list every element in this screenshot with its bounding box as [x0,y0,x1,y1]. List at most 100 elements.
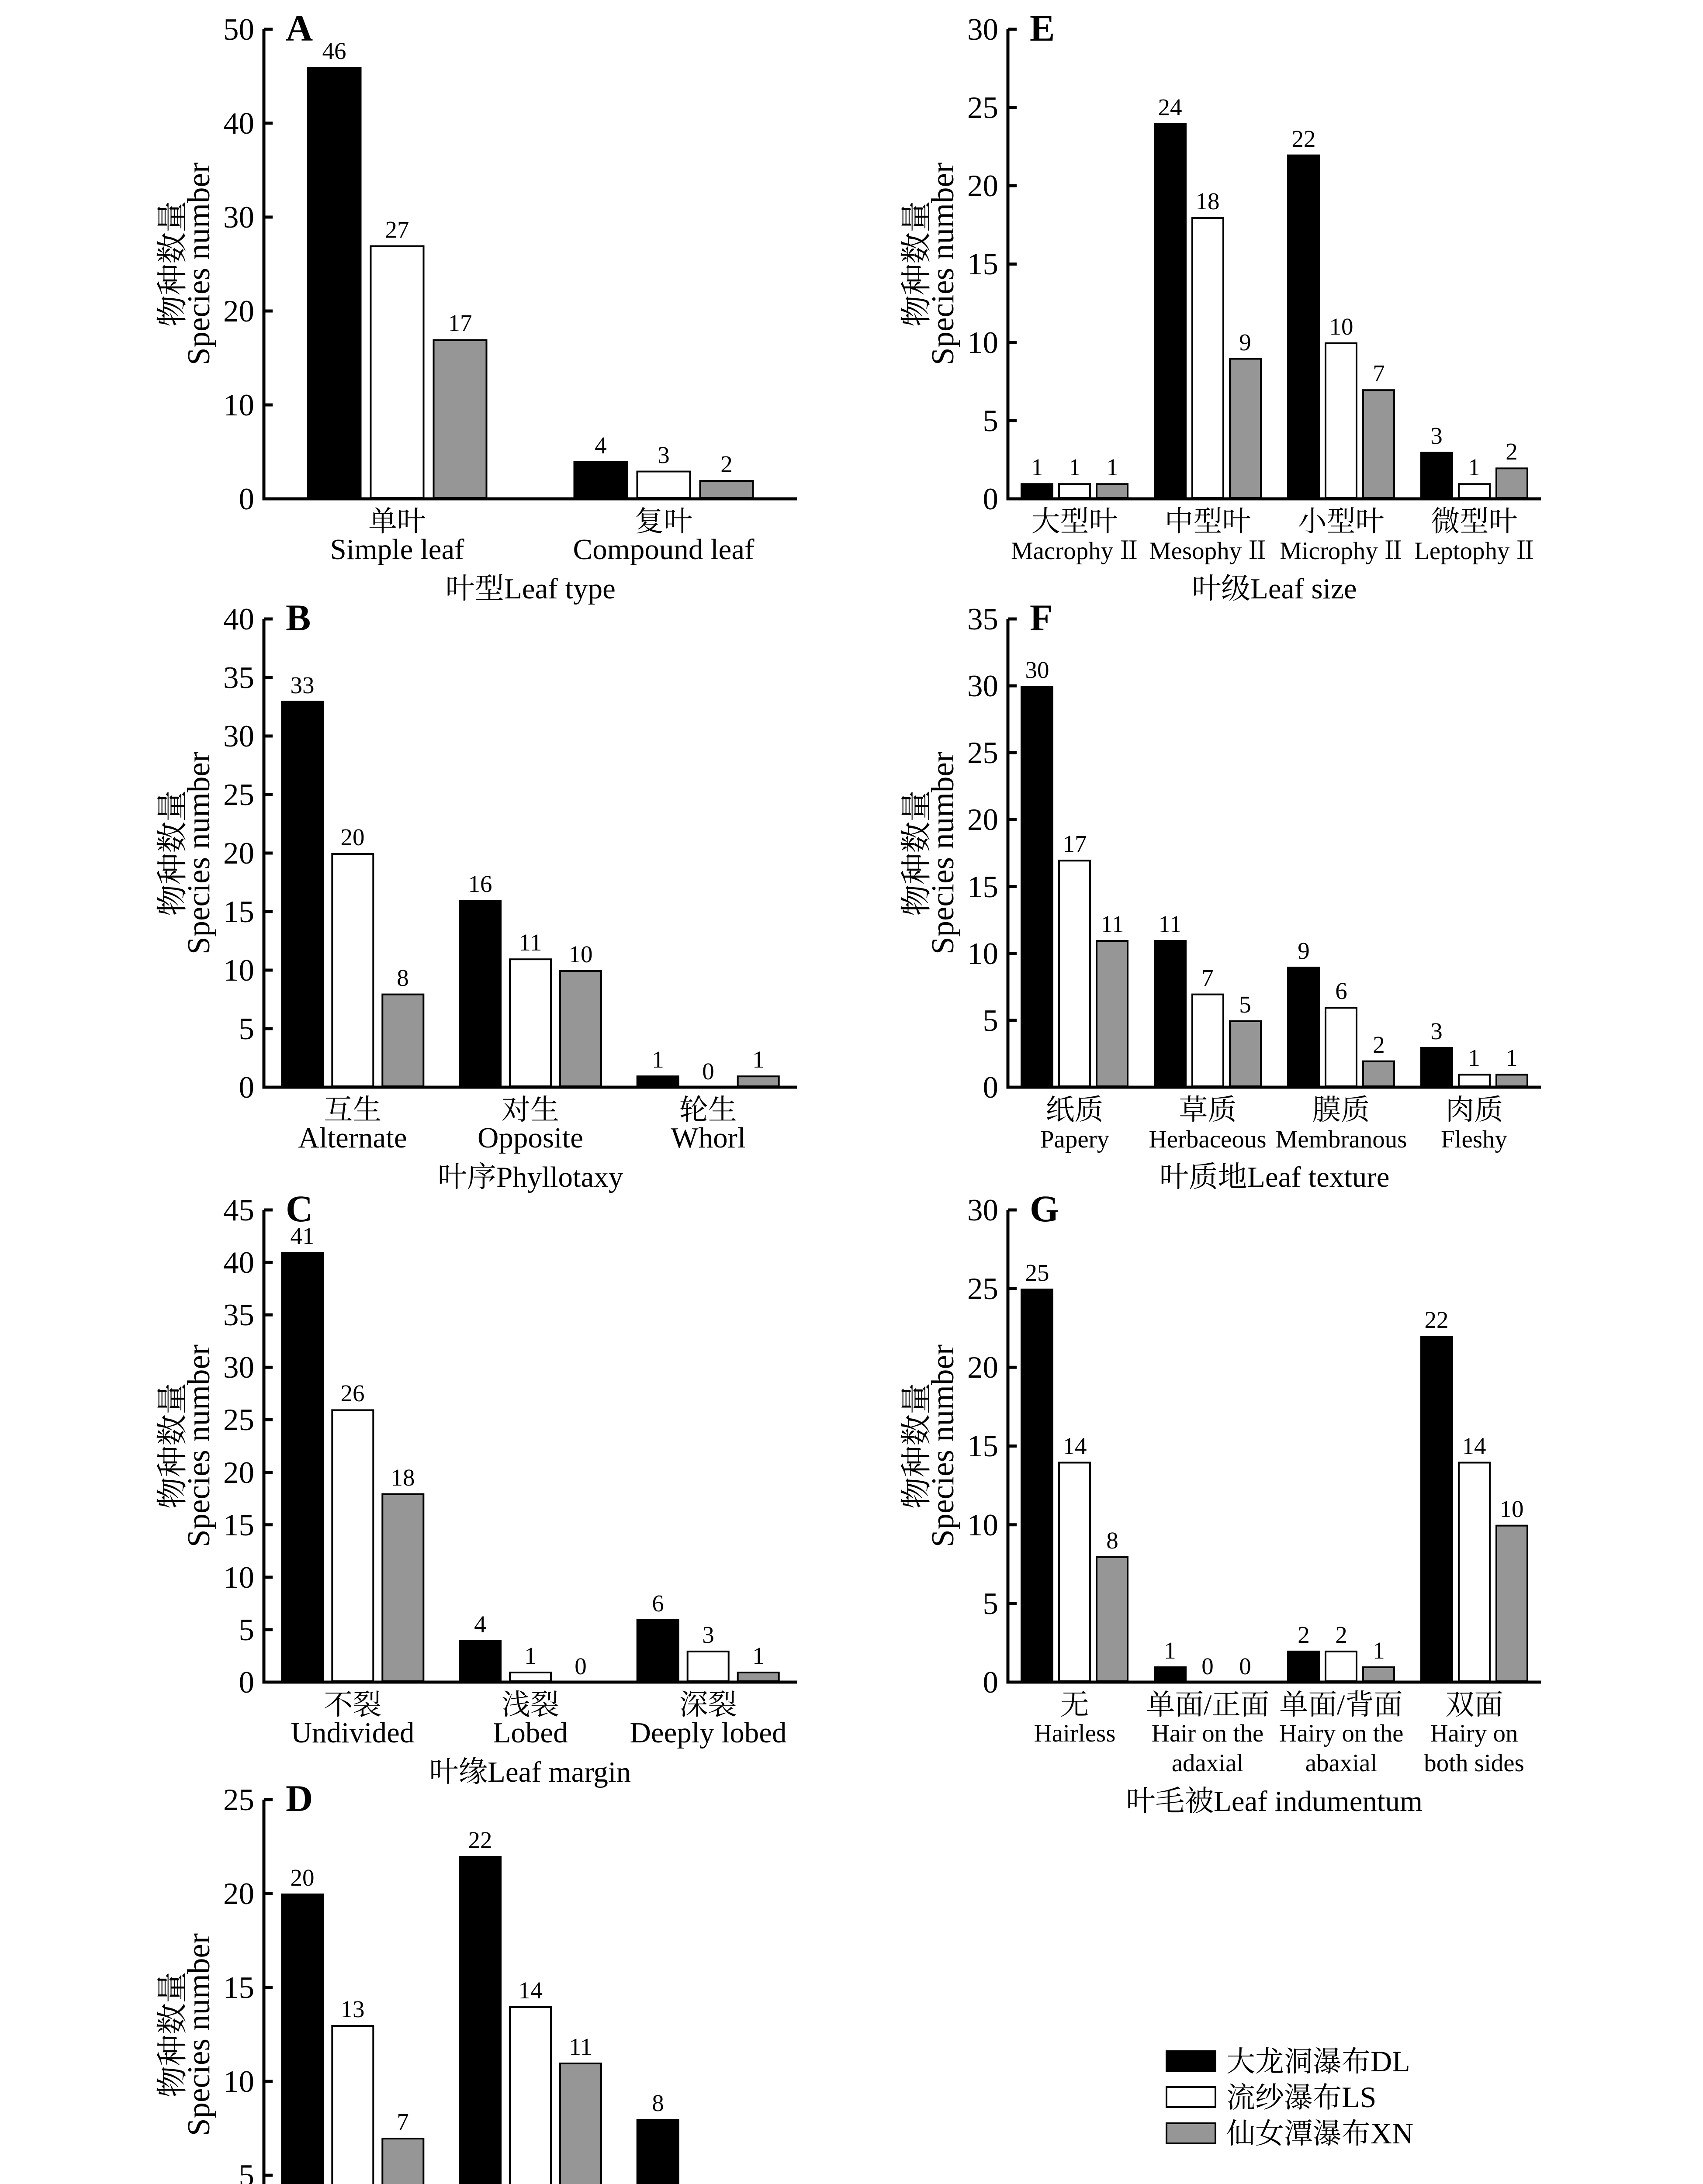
svg-text:Deeply lobed: Deeply lobed [630,1717,786,1749]
svg-text:20: 20 [291,1864,315,1891]
svg-text:45: 45 [223,1193,254,1227]
svg-text:20: 20 [223,294,254,328]
svg-text:15: 15 [223,895,254,929]
svg-text:22: 22 [468,1827,492,1853]
svg-text:35: 35 [967,602,998,636]
svg-text:3: 3 [1430,422,1443,449]
svg-text:25: 25 [223,1403,254,1437]
svg-text:Herbaceous: Herbaceous [1149,1126,1266,1153]
svg-text:7: 7 [1373,360,1385,387]
svg-text:8: 8 [1106,1527,1118,1554]
svg-text:2: 2 [1335,1621,1347,1648]
svg-text:XN: XN [1371,2117,1413,2150]
svg-text:30: 30 [223,200,254,235]
svg-text:25: 25 [967,1272,998,1306]
svg-text:10: 10 [569,941,593,968]
svg-text:20: 20 [223,836,254,871]
svg-text:13: 13 [341,1996,365,2022]
svg-text:Fleshy: Fleshy [1441,1126,1508,1153]
svg-text:5: 5 [983,1587,999,1621]
svg-text:Species number: Species number [925,162,960,365]
svg-text:3: 3 [702,1621,714,1648]
svg-text:5: 5 [983,1004,999,1038]
svg-text:40: 40 [223,107,254,141]
svg-text:11: 11 [1159,911,1182,937]
svg-text:Leptophy: Leptophy [1414,537,1516,565]
svg-text:26: 26 [341,1380,365,1406]
svg-text:27: 27 [385,216,409,243]
svg-text:Species number: Species number [181,752,216,954]
svg-text:B: B [286,597,311,639]
svg-text:10: 10 [223,954,254,988]
svg-text:4: 4 [474,1611,486,1638]
svg-text:Hairy on the: Hairy on the [1279,1720,1404,1747]
svg-text:30: 30 [967,13,998,47]
svg-text:30: 30 [967,669,998,703]
svg-text:33: 33 [291,672,315,698]
svg-text:0: 0 [239,1666,255,1700]
svg-text:6: 6 [1335,978,1347,1004]
svg-text:2: 2 [1506,438,1518,465]
svg-text:10: 10 [1329,313,1353,340]
svg-text:Leaf texture: Leaf texture [1247,1161,1389,1193]
svg-text:17: 17 [448,310,472,336]
svg-text:E: E [1030,7,1055,49]
svg-text:3: 3 [1430,1018,1443,1044]
svg-text:5: 5 [239,1613,255,1647]
svg-text:14: 14 [519,1977,543,2004]
svg-text:25: 25 [967,91,998,125]
svg-text:Species number: Species number [925,752,960,954]
svg-text:1: 1 [652,1046,664,1073]
svg-text:15: 15 [967,247,998,281]
svg-text:0: 0 [983,1071,999,1105]
svg-text:15: 15 [223,1508,254,1542]
svg-text:30: 30 [967,1193,998,1227]
svg-text:20: 20 [223,1877,254,1911]
svg-text:10: 10 [967,326,998,360]
svg-text:0: 0 [1239,1653,1251,1679]
svg-text:0: 0 [983,482,999,516]
svg-text:18: 18 [1196,188,1220,214]
svg-text:Undivided: Undivided [291,1717,415,1749]
svg-text:Lobed: Lobed [493,1717,568,1749]
svg-text:1: 1 [1031,454,1043,480]
svg-text:15: 15 [967,870,998,904]
svg-text:Leaf margin: Leaf margin [488,1756,631,1788]
svg-text:20: 20 [341,824,365,850]
svg-text:Membranous: Membranous [1276,1126,1407,1153]
svg-text:11: 11 [519,929,542,956]
svg-text:16: 16 [468,871,492,897]
svg-text:D: D [286,1777,313,1819]
svg-text:Whorl: Whorl [671,1122,745,1154]
svg-text:17: 17 [1063,830,1087,857]
svg-text:2: 2 [1373,1031,1385,1058]
svg-text:0: 0 [239,482,255,516]
svg-text:F: F [1030,597,1053,639]
svg-text:Leaf indumentum: Leaf indumentum [1214,1785,1423,1818]
svg-text:2: 2 [1298,1621,1310,1648]
svg-text:C: C [286,1188,313,1230]
svg-text:Alternate: Alternate [298,1122,407,1154]
svg-text:1: 1 [752,1642,765,1669]
svg-text:7: 7 [1201,964,1214,991]
svg-text:1: 1 [1106,454,1118,480]
svg-text:10: 10 [223,388,254,422]
svg-text:30: 30 [1025,657,1049,683]
svg-text:0: 0 [1201,1653,1214,1679]
svg-text:0: 0 [575,1653,587,1679]
svg-text:40: 40 [223,1246,254,1280]
svg-text:Compound leaf: Compound leaf [573,533,755,566]
svg-text:Leaf size: Leaf size [1250,573,1357,605]
svg-text:25: 25 [1025,1259,1049,1286]
svg-text:0: 0 [239,1071,255,1105]
svg-text:0: 0 [983,1666,999,1700]
svg-text:Species number: Species number [181,1344,216,1547]
svg-text:7: 7 [397,2108,409,2135]
svg-text:5: 5 [239,2159,255,2184]
svg-text:Opposite: Opposite [478,1122,583,1154]
svg-text:11: 11 [1101,911,1124,937]
svg-text:25: 25 [223,1783,254,1817]
svg-text:Hairless: Hairless [1034,1720,1116,1747]
svg-text:6: 6 [652,1590,664,1617]
svg-text:10: 10 [1500,1496,1524,1522]
